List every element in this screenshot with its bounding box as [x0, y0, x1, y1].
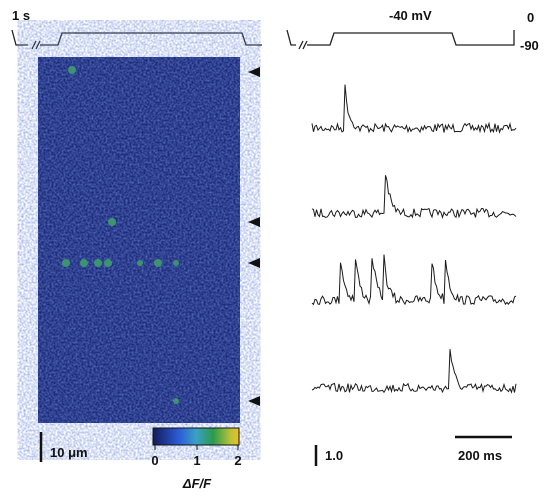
traces — [311, 84, 517, 394]
fluorescence-trace — [311, 84, 517, 134]
scale-label: 200 ms — [458, 448, 502, 463]
scale-label: 10 μm — [50, 445, 88, 460]
colorbar-tick: 2 — [234, 453, 241, 468]
fluorescence-trace — [311, 349, 517, 394]
arrowheads — [248, 67, 260, 406]
colorbar-tick: 1 — [193, 453, 200, 468]
fluorescence-trace — [311, 254, 517, 306]
level-label: -90 — [520, 38, 539, 53]
colorbar — [152, 427, 240, 446]
voltage-label: -40 mV — [389, 8, 432, 23]
voltage-protocols — [11, 29, 515, 50]
linescan-image — [38, 57, 240, 423]
level-label: 0 — [527, 10, 534, 25]
colorbar-ticks — [154, 445, 239, 450]
colorbar-label: ΔF/F — [182, 476, 212, 491]
colorbar-tick: 0 — [151, 453, 158, 468]
fluorescence-trace — [311, 175, 517, 220]
scale-label: 1.0 — [325, 448, 343, 463]
time-label: 1 s — [12, 8, 30, 23]
